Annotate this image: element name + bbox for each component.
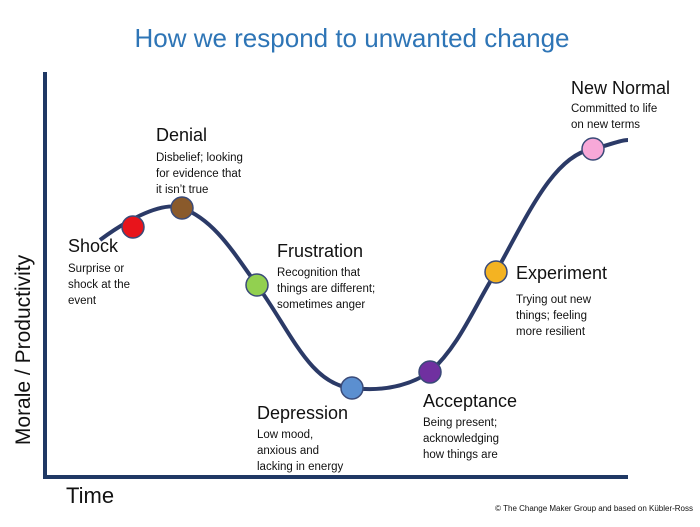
depression-marker <box>340 376 364 400</box>
frustration-marker <box>245 273 269 297</box>
stage-description: Surprise or <box>68 263 124 275</box>
stage-description: things; feeling <box>516 310 587 322</box>
x-axis-label: Time <box>66 483 114 508</box>
denial-marker <box>170 196 194 220</box>
stage-description: how things are <box>423 449 498 461</box>
stage-label: Experiment <box>516 263 607 283</box>
stage-description: shock at the <box>68 279 130 291</box>
new-normal-marker <box>581 137 605 161</box>
stage-description: acknowledging <box>423 433 499 445</box>
stage-label: Shock <box>68 236 119 256</box>
y-axis-label: Morale / Productivity <box>12 254 35 445</box>
stage-markers <box>121 137 605 400</box>
acceptance-marker <box>418 360 442 384</box>
stage-label: Depression <box>257 403 348 423</box>
stage-description: Disbelief; looking <box>156 152 243 164</box>
experiment-marker <box>484 260 508 284</box>
stage-description: on new terms <box>571 119 640 131</box>
stage-description: Being present; <box>423 417 497 429</box>
stage-description: things are different; <box>277 283 375 295</box>
stage-description: it isn’t true <box>156 184 208 196</box>
stage-label: Frustration <box>277 241 363 261</box>
stage-description: sometimes anger <box>277 299 365 311</box>
stage-description: Committed to life <box>571 103 657 115</box>
stage-description: event <box>68 295 97 307</box>
shock-marker <box>121 215 145 239</box>
stage-label: Denial <box>156 125 207 145</box>
stage-description: Recognition that <box>277 267 361 279</box>
stage-description: more resilient <box>516 326 586 338</box>
stage-label: Acceptance <box>423 391 517 411</box>
stage-description: anxious and <box>257 445 319 457</box>
stage-description: lacking in energy <box>257 461 344 473</box>
credit: © The Change Maker Group and based on Kü… <box>495 504 693 513</box>
title: How we respond to unwanted change <box>134 23 569 53</box>
stage-label: New Normal <box>571 78 670 98</box>
stage-description: Low mood, <box>257 429 313 441</box>
stage-labels: Shock Surprise or shock at the event Denial D… <box>68 78 670 473</box>
stage-description: Trying out new <box>516 294 592 306</box>
change-curve <box>98 138 629 392</box>
stage-description: for evidence that <box>156 168 242 180</box>
